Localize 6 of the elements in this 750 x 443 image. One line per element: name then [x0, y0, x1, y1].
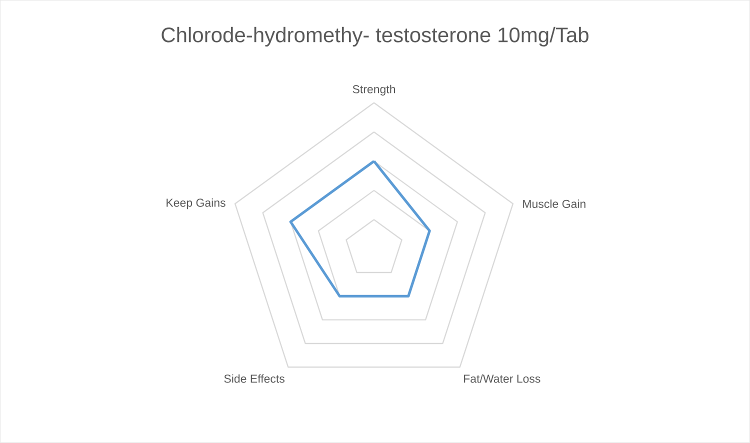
spoke-label: Muscle Gain: [523, 200, 586, 208]
spoke-label: Strength: [352, 84, 396, 96]
chart-title: Chlorode-hydromethy- testosterone 10mg/Tab: [162, 27, 588, 47]
spoke-label: Keep Gains: [166, 198, 226, 210]
spoke-label: Fat/Water Loss: [464, 374, 540, 383]
spoke-label: Side Effects: [224, 374, 284, 383]
